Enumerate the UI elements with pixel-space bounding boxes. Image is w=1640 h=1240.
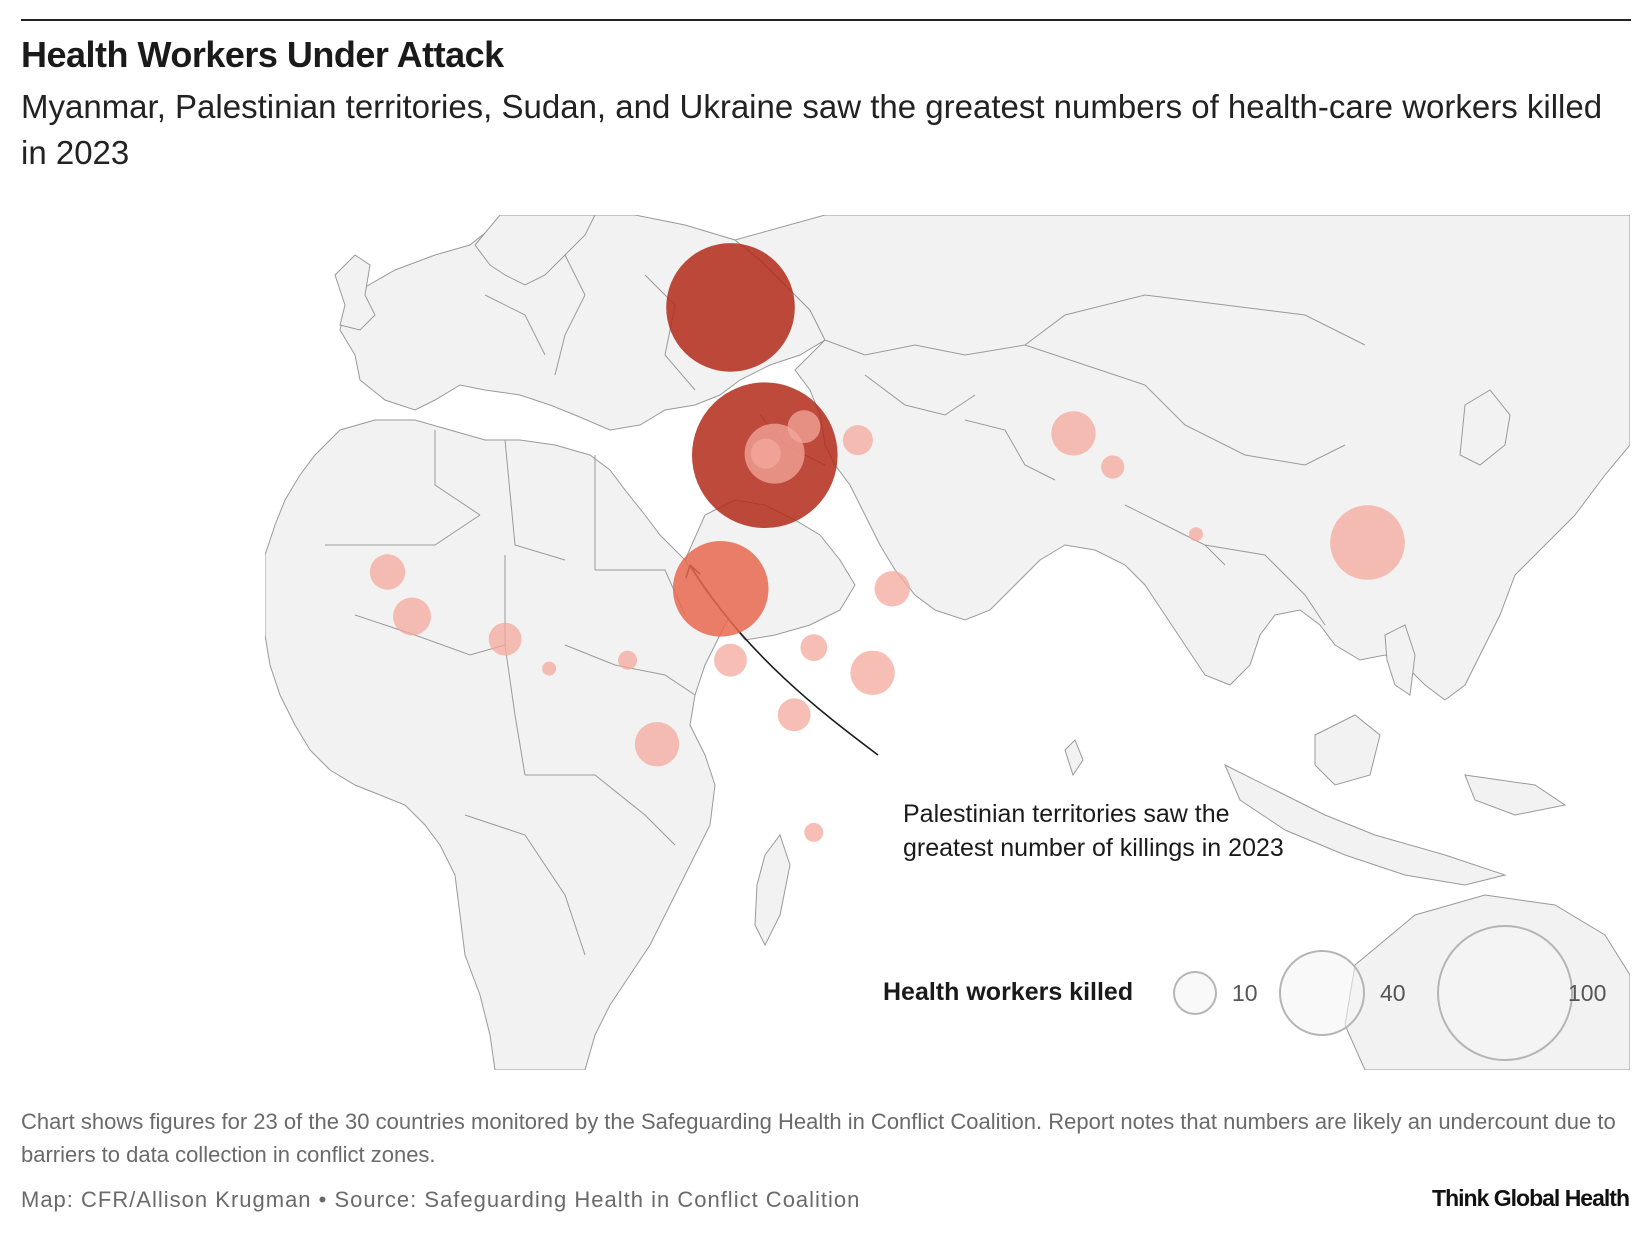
border-line [354, 614, 506, 656]
border-line [504, 439, 566, 561]
bubble-point [1051, 411, 1096, 456]
bubble-layer [369, 243, 1405, 842]
land-british-isles [334, 254, 376, 331]
border-line [525, 774, 676, 846]
land-asia [733, 215, 1630, 701]
bubble-point [714, 643, 747, 677]
size-legend [1173, 925, 1573, 1061]
border-line [964, 419, 1056, 481]
bubble-point [393, 597, 431, 636]
border-line [325, 514, 481, 546]
bubble-point [369, 554, 406, 590]
border-line [464, 814, 586, 956]
map-svg [265, 215, 1630, 1070]
border-line [1204, 544, 1326, 626]
annotation-line1: Palestinian territories saw the [903, 800, 1230, 828]
legend-circle-100 [1437, 925, 1573, 1061]
border-line [504, 555, 526, 776]
source-credit: Map: CFR/Allison Krugman • Source: Safeg… [21, 1187, 861, 1212]
border-line [554, 254, 586, 376]
land-sri-lanka [1064, 739, 1084, 777]
land-madagascar [754, 833, 791, 947]
legend-circle-40 [1279, 950, 1365, 1036]
border-line [824, 339, 1086, 366]
bubble-point [850, 650, 895, 695]
bubble-point [787, 410, 821, 444]
legend-value-100: 100 [1568, 980, 1607, 1006]
bubble-point [1330, 505, 1405, 580]
border-line [484, 294, 546, 356]
bubble-point [750, 438, 781, 469]
land-indonesia [1224, 763, 1507, 886]
annotation-line2: greatest number of killings in 2023 [903, 834, 1284, 862]
legend-value-10: 10 [1232, 980, 1258, 1006]
land-new-guinea [1464, 774, 1567, 816]
land-borneo [1314, 714, 1381, 786]
border-line [864, 374, 976, 416]
border-line [434, 430, 481, 516]
bubble-point [542, 661, 557, 676]
bubble-point [800, 634, 828, 661]
map [265, 215, 1630, 1070]
top-rule [21, 19, 1631, 21]
bubble-point [634, 722, 680, 767]
legend-circle-10 [1173, 971, 1217, 1015]
border-line [644, 274, 696, 391]
bubble-point [672, 541, 769, 637]
chart-subtitle: Myanmar, Palestinian territories, Sudan,… [21, 88, 1603, 171]
bubble-point [666, 243, 795, 372]
border-line [1024, 294, 1366, 346]
land-layer [265, 215, 1630, 1070]
border-line [1084, 364, 1346, 466]
border-line [564, 644, 696, 696]
bubble-point [874, 571, 910, 607]
bubble-point [804, 822, 824, 842]
bubble-point [842, 425, 873, 456]
bubble-point [1189, 527, 1203, 542]
chart-title: Health Workers Under Attack [21, 34, 504, 75]
land-philippines [1384, 624, 1416, 696]
country-borders [325, 254, 1366, 956]
land-japan [1459, 389, 1511, 466]
bubble-point [618, 650, 638, 670]
footnote: Chart shows figures for 23 of the 30 cou… [21, 1109, 1616, 1167]
legend-value-40: 40 [1380, 980, 1406, 1006]
brand-logo: Think Global Health [1432, 1185, 1630, 1211]
bubble-point [1101, 455, 1125, 479]
bubble-point [777, 698, 811, 732]
land-scandinavia [474, 215, 596, 286]
border-line [1124, 504, 1226, 566]
map-annotation: Palestinian territories saw the greatest… [903, 797, 1343, 865]
bubble-point [488, 622, 522, 656]
legend-title: Health workers killed [883, 978, 1134, 1006]
